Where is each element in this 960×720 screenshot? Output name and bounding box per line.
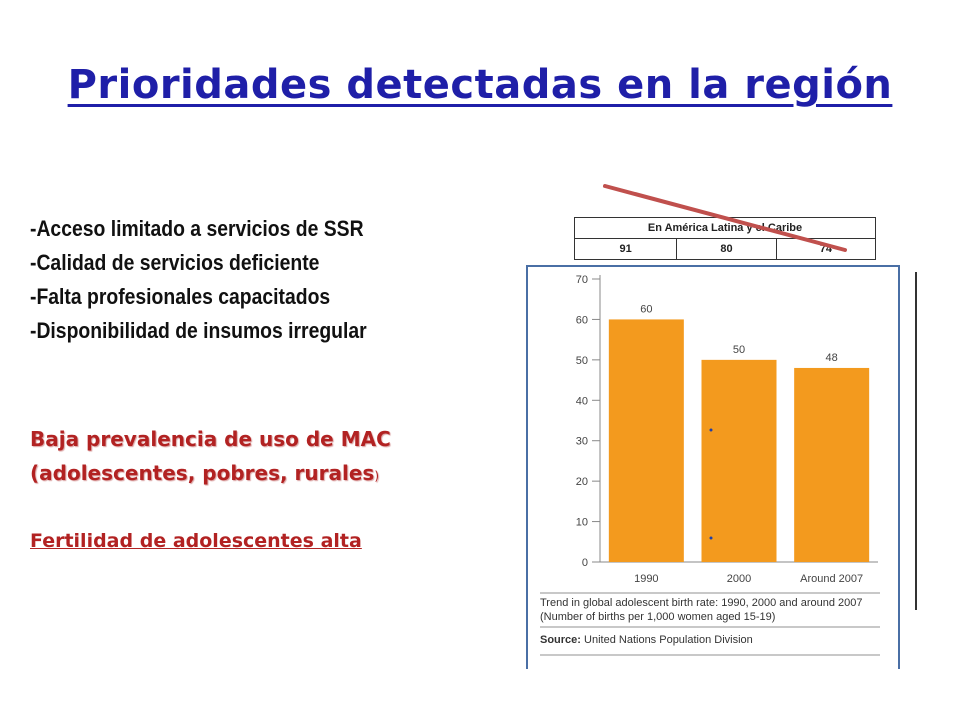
data-label: 60 xyxy=(640,303,652,315)
y-tick-label: 0 xyxy=(582,557,588,569)
y-tick-label: 40 xyxy=(576,395,588,407)
fertility-text: Fertilidad de adolescentes alta xyxy=(30,530,362,552)
bar xyxy=(794,367,870,562)
y-tick-label: 50 xyxy=(576,355,588,367)
y-tick-label: 20 xyxy=(576,476,588,488)
bullet-list: -Acceso limitado a servicios de SSR -Cal… xyxy=(30,212,413,348)
bullet-item: -Falta profesionales capacitados xyxy=(30,284,331,309)
highlight-paren: ) xyxy=(374,469,380,483)
y-tick-label: 30 xyxy=(576,436,588,448)
x-tick-label: 1990 xyxy=(634,573,658,585)
data-label: 50 xyxy=(733,344,745,356)
caption-line-1: Trend in global adolescent birth rate: 1… xyxy=(540,597,863,609)
highlight-line-2-text: (adolescentes, pobres, rurales xyxy=(30,461,375,485)
slide-title: Prioridades detectadas en la región xyxy=(67,62,893,108)
data-label: 48 xyxy=(826,352,838,364)
divider xyxy=(540,592,880,594)
divider xyxy=(540,654,880,656)
bar xyxy=(608,319,684,562)
bullet-item: -Calidad de servicios deficiente xyxy=(30,250,320,275)
caption-line-2: (Number of births per 1,000 women aged 1… xyxy=(540,611,776,623)
y-tick-label: 60 xyxy=(576,314,588,326)
chart-caption: Trend in global adolescent birth rate: 1… xyxy=(540,596,880,647)
divider xyxy=(540,626,880,628)
bullet-item: -Disponibilidad de insumos irregular xyxy=(30,318,367,343)
latam-table: En América Latina y el Caribe 91 80 74 xyxy=(573,217,877,260)
x-tick-label: Around 2007 xyxy=(800,573,863,585)
bar xyxy=(701,359,777,562)
marker-dot xyxy=(709,428,713,432)
table-cell: 80 xyxy=(676,238,777,260)
table-cell: 91 xyxy=(573,238,678,260)
highlight-text: Baja prevalencia de uso de MAC (adolesce… xyxy=(30,422,391,493)
source-text: United Nations Population Division xyxy=(584,634,753,646)
y-tick-label: 70 xyxy=(576,274,588,286)
x-tick-label: 2000 xyxy=(727,573,751,585)
bullet-item: -Acceso limitado a servicios de SSR xyxy=(30,216,364,241)
highlight-line-2: (adolescentes, pobres, rurales) xyxy=(30,456,391,493)
source-label: Source: xyxy=(540,634,581,646)
marker-dot xyxy=(709,536,713,540)
highlight-line-1: Baja prevalencia de uso de MAC xyxy=(30,427,391,451)
chart-source: Source: United Nations Population Divisi… xyxy=(540,633,880,647)
divider xyxy=(915,272,917,610)
y-tick-label: 10 xyxy=(576,517,588,529)
